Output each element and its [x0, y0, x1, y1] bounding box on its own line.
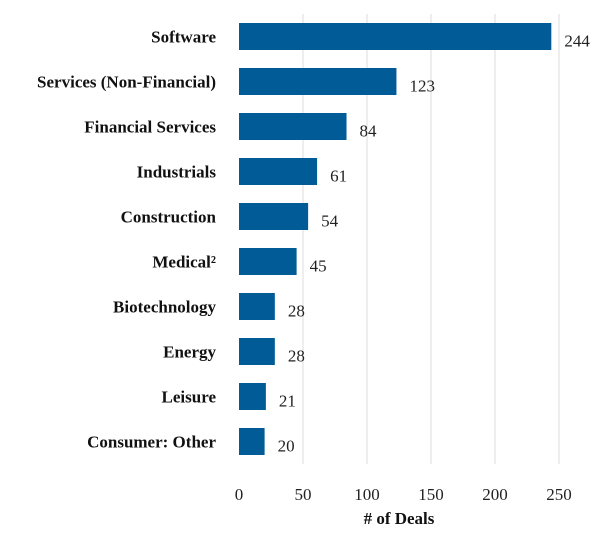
category-label: Consumer: Other: [87, 433, 216, 452]
category-label: Energy: [163, 343, 216, 362]
value-label: 28: [288, 302, 305, 321]
bar: [239, 23, 552, 50]
bars: [239, 23, 552, 455]
value-label: 54: [321, 212, 339, 231]
category-label: Software: [151, 28, 216, 47]
bar: [239, 248, 297, 275]
x-tick-label: 200: [482, 485, 508, 504]
x-tick-label: 100: [354, 485, 380, 504]
bar: [239, 113, 347, 140]
bar: [239, 68, 397, 95]
value-label: 45: [310, 257, 327, 276]
bar: [239, 158, 318, 185]
x-tick-label: 250: [546, 485, 572, 504]
value-label: 61: [330, 167, 347, 186]
value-label: 20: [278, 437, 295, 456]
value-label: 244: [564, 32, 590, 51]
category-label: Medical²: [152, 253, 216, 272]
bar: [239, 338, 275, 365]
bar: [239, 293, 275, 320]
x-tick-label: 50: [295, 485, 312, 504]
category-label: Leisure: [162, 388, 217, 407]
x-tick-label: 0: [235, 485, 244, 504]
x-axis-title: # of Deals: [364, 509, 435, 528]
category-label: Biotechnology: [113, 298, 216, 317]
category-label: Financial Services: [84, 118, 216, 137]
category-label: Construction: [121, 208, 217, 227]
x-tick-label: 150: [418, 485, 444, 504]
bar: [239, 203, 309, 230]
bar: [239, 428, 265, 455]
category-label: Industrials: [137, 163, 217, 182]
category-label: Services (Non-Financial): [37, 73, 216, 92]
labels: 0 50 100 150 200 250 Software 244 Services (Non-…: [37, 28, 590, 505]
value-label: 21: [279, 392, 296, 411]
value-label: 28: [288, 347, 305, 366]
bar: [239, 383, 266, 410]
value-label: 123: [409, 77, 435, 96]
value-label: 84: [360, 122, 378, 141]
